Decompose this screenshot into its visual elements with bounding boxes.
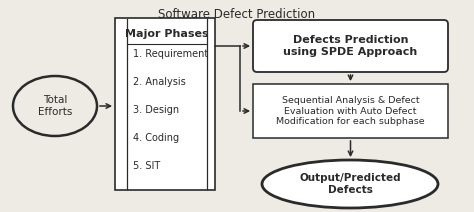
Text: 2. Analysis: 2. Analysis [133, 77, 186, 87]
Text: Output/Predicted
Defects: Output/Predicted Defects [299, 173, 401, 195]
FancyBboxPatch shape [253, 20, 448, 72]
FancyBboxPatch shape [253, 84, 448, 138]
Ellipse shape [13, 76, 97, 136]
Text: 5. SIT: 5. SIT [133, 161, 160, 171]
Text: Sequential Analysis & Defect
Evaluation with Auto Defect
Modification for each s: Sequential Analysis & Defect Evaluation … [276, 96, 425, 126]
Text: Software Defect Prediction: Software Defect Prediction [158, 8, 316, 21]
Text: Major Phases: Major Phases [125, 29, 209, 39]
FancyBboxPatch shape [115, 18, 215, 190]
Text: 3. Design: 3. Design [133, 105, 179, 115]
Text: Total
Efforts: Total Efforts [38, 95, 72, 117]
Ellipse shape [262, 160, 438, 208]
Text: Defects Prediction
using SPDE Approach: Defects Prediction using SPDE Approach [283, 35, 418, 57]
Text: 4. Coding: 4. Coding [133, 133, 179, 143]
Text: 1. Requirement: 1. Requirement [133, 49, 208, 59]
